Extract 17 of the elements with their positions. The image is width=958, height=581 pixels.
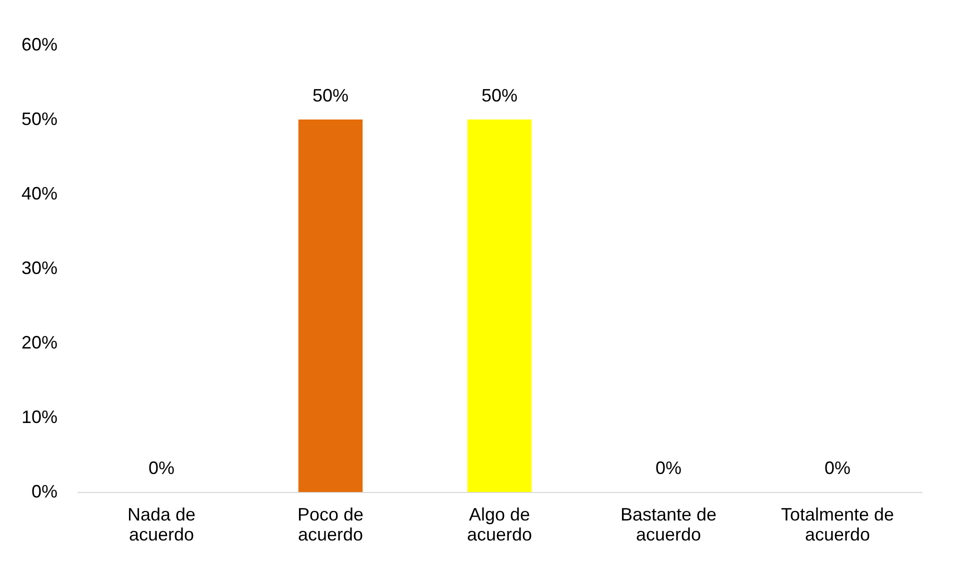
y-tick-label: 60% [21,34,58,54]
data-label: 50% [312,86,349,106]
data-label: 0% [655,458,682,478]
y-tick-label: 50% [21,109,58,129]
x-tick-label: Poco de acuerdo [297,504,364,544]
data-label: 0% [824,458,851,478]
y-tick-label: 20% [21,332,58,352]
y-tick-label: 30% [21,258,58,278]
y-tick-label: 10% [21,407,58,427]
x-tick-label: Totalmente de acuerdo [780,504,894,544]
data-label: 50% [481,86,518,106]
x-tick-label: Nada de acuerdo [127,504,196,544]
y-tick-label: 40% [21,184,58,204]
y-tick-label: 0% [31,482,58,502]
data-label: 0% [148,458,175,478]
x-tick-label: Algo de acuerdo [466,504,532,544]
x-tick-label: Bastante de acuerdo [620,504,717,544]
